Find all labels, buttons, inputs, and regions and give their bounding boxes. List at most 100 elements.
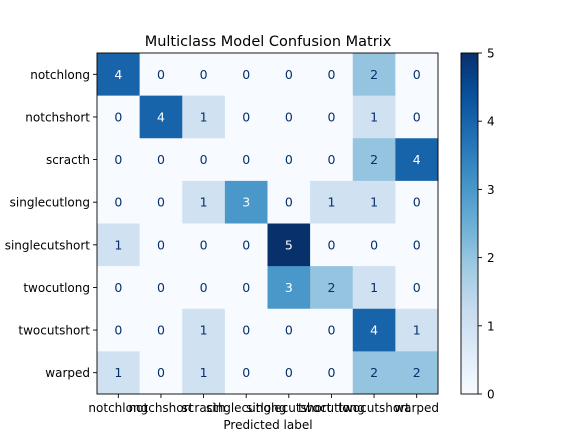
heatmap-cell <box>352 223 396 267</box>
heatmap-cell <box>182 180 226 224</box>
heatmap-cell <box>267 351 311 395</box>
heatmap-cell <box>352 180 396 224</box>
x-tick-label: scracth <box>182 401 226 415</box>
heatmap-cell <box>352 308 396 352</box>
cell-value-label: 0 <box>157 280 165 295</box>
cell-value-label: 0 <box>200 280 208 295</box>
heatmap-cell <box>182 223 226 267</box>
cell-value-label: 0 <box>327 365 335 380</box>
colorbar-tick-label: 2 <box>487 251 495 265</box>
colorbar <box>460 52 479 395</box>
heatmap-cell <box>139 308 183 352</box>
x-tick-label: twocutshort <box>338 401 410 415</box>
cell-value-labels: 4 0 0 0 0 0 2 0 0 4 1 0 0 0 1 0 0 0 0 0 0 0 2 4 0 0 1 3 0 1 1 0 1 0 0 0 5 0 0 0… <box>114 67 420 380</box>
cell-value-label: 1 <box>114 365 122 380</box>
heatmap-cell <box>310 308 354 352</box>
colorbar-ticks: 0 1 2 3 4 5 <box>478 47 495 402</box>
cell-value-label: 1 <box>200 323 208 338</box>
cell-value-label: 0 <box>157 365 165 380</box>
y-tick-label: notchshort <box>25 110 90 124</box>
cell-value-label: 3 <box>242 195 250 210</box>
heatmap-cell <box>310 266 354 310</box>
heatmap-cell <box>97 53 141 97</box>
y-tick-label: singlecutlong <box>10 196 90 210</box>
heatmap-cell <box>352 266 396 310</box>
cell-value-label: 1 <box>327 195 335 210</box>
cell-value-label: 1 <box>114 237 122 252</box>
cell-value-label: 0 <box>157 323 165 338</box>
cell-value-label: 1 <box>370 109 378 124</box>
cell-value-label: 0 <box>327 67 335 82</box>
cell-value-label: 0 <box>285 365 293 380</box>
heatmap-cell <box>97 180 141 224</box>
heatmap-cell <box>139 180 183 224</box>
cell-value-label: 5 <box>285 237 293 252</box>
heatmap-cell <box>139 223 183 267</box>
heatmap-cell <box>395 308 439 352</box>
heatmap-cell <box>352 53 396 97</box>
colorbar-tick-label: 4 <box>487 115 495 129</box>
heatmap-cell <box>310 53 354 97</box>
heatmap-cell <box>224 351 268 395</box>
x-tick-label: warped <box>394 401 439 415</box>
heatmap-cell <box>267 53 311 97</box>
heatmap-cell <box>395 351 439 395</box>
heatmap-cell <box>182 266 226 310</box>
cell-value-label: 0 <box>242 237 250 252</box>
colorbar-tick-label: 1 <box>487 319 495 333</box>
cell-value-label: 0 <box>413 109 421 124</box>
cell-value-label: 0 <box>200 237 208 252</box>
heatmap-cell <box>224 223 268 267</box>
heatmap-cell <box>97 266 141 310</box>
cell-value-label: 0 <box>285 67 293 82</box>
plot-frame <box>96 52 439 395</box>
heatmap-cells <box>97 53 439 395</box>
cell-value-label: 1 <box>370 280 378 295</box>
heatmap-cell <box>310 180 354 224</box>
cell-value-label: 0 <box>285 152 293 167</box>
cell-value-label: 0 <box>242 67 250 82</box>
cell-value-label: 0 <box>114 280 122 295</box>
heatmap-cell <box>182 95 226 139</box>
heatmap-cell <box>224 308 268 352</box>
heatmap-cell <box>352 95 396 139</box>
y-tick-label: notchlong <box>30 68 90 82</box>
x-tick-label: notchshort <box>129 401 194 415</box>
cell-value-label: 0 <box>242 109 250 124</box>
colorbar-tick-label: 3 <box>487 183 495 197</box>
cell-value-label: 0 <box>242 365 250 380</box>
colorbar-tick-label: 5 <box>487 47 495 61</box>
heatmap-cell <box>395 138 439 182</box>
cell-value-label: 0 <box>327 323 335 338</box>
cell-value-label: 0 <box>413 237 421 252</box>
cell-value-label: 2 <box>327 280 335 295</box>
cell-value-label: 0 <box>242 152 250 167</box>
colorbar-tick-label: 0 <box>487 388 495 402</box>
heatmap-cell <box>224 95 268 139</box>
heatmap-cell <box>182 53 226 97</box>
cell-value-label: 0 <box>114 152 122 167</box>
heatmap-cell <box>139 266 183 310</box>
heatmap-cell <box>395 223 439 267</box>
heatmap-cell <box>310 95 354 139</box>
y-tick-label: twocutlong <box>23 281 90 295</box>
heatmap-cell <box>395 266 439 310</box>
chart-title: Multiclass Model Confusion Matrix <box>145 34 392 50</box>
heatmap-cell <box>267 138 311 182</box>
cell-value-label: 4 <box>370 323 378 338</box>
cell-value-label: 2 <box>370 152 378 167</box>
heatmap-cell <box>352 351 396 395</box>
heatmap-cell <box>267 95 311 139</box>
x-tick-label: twocutlong <box>298 401 365 415</box>
y-axis-ticks: notchlong notchshort scracth singlecutlong s… <box>5 68 97 380</box>
heatmap-cell <box>97 308 141 352</box>
cell-value-label: 0 <box>157 195 165 210</box>
heatmap-cell <box>224 53 268 97</box>
heatmap-cell <box>267 180 311 224</box>
heatmap-cell <box>224 266 268 310</box>
heatmap-cell <box>395 180 439 224</box>
heatmap-cell <box>267 266 311 310</box>
cell-value-label: 0 <box>285 323 293 338</box>
cell-value-label: 0 <box>327 152 335 167</box>
